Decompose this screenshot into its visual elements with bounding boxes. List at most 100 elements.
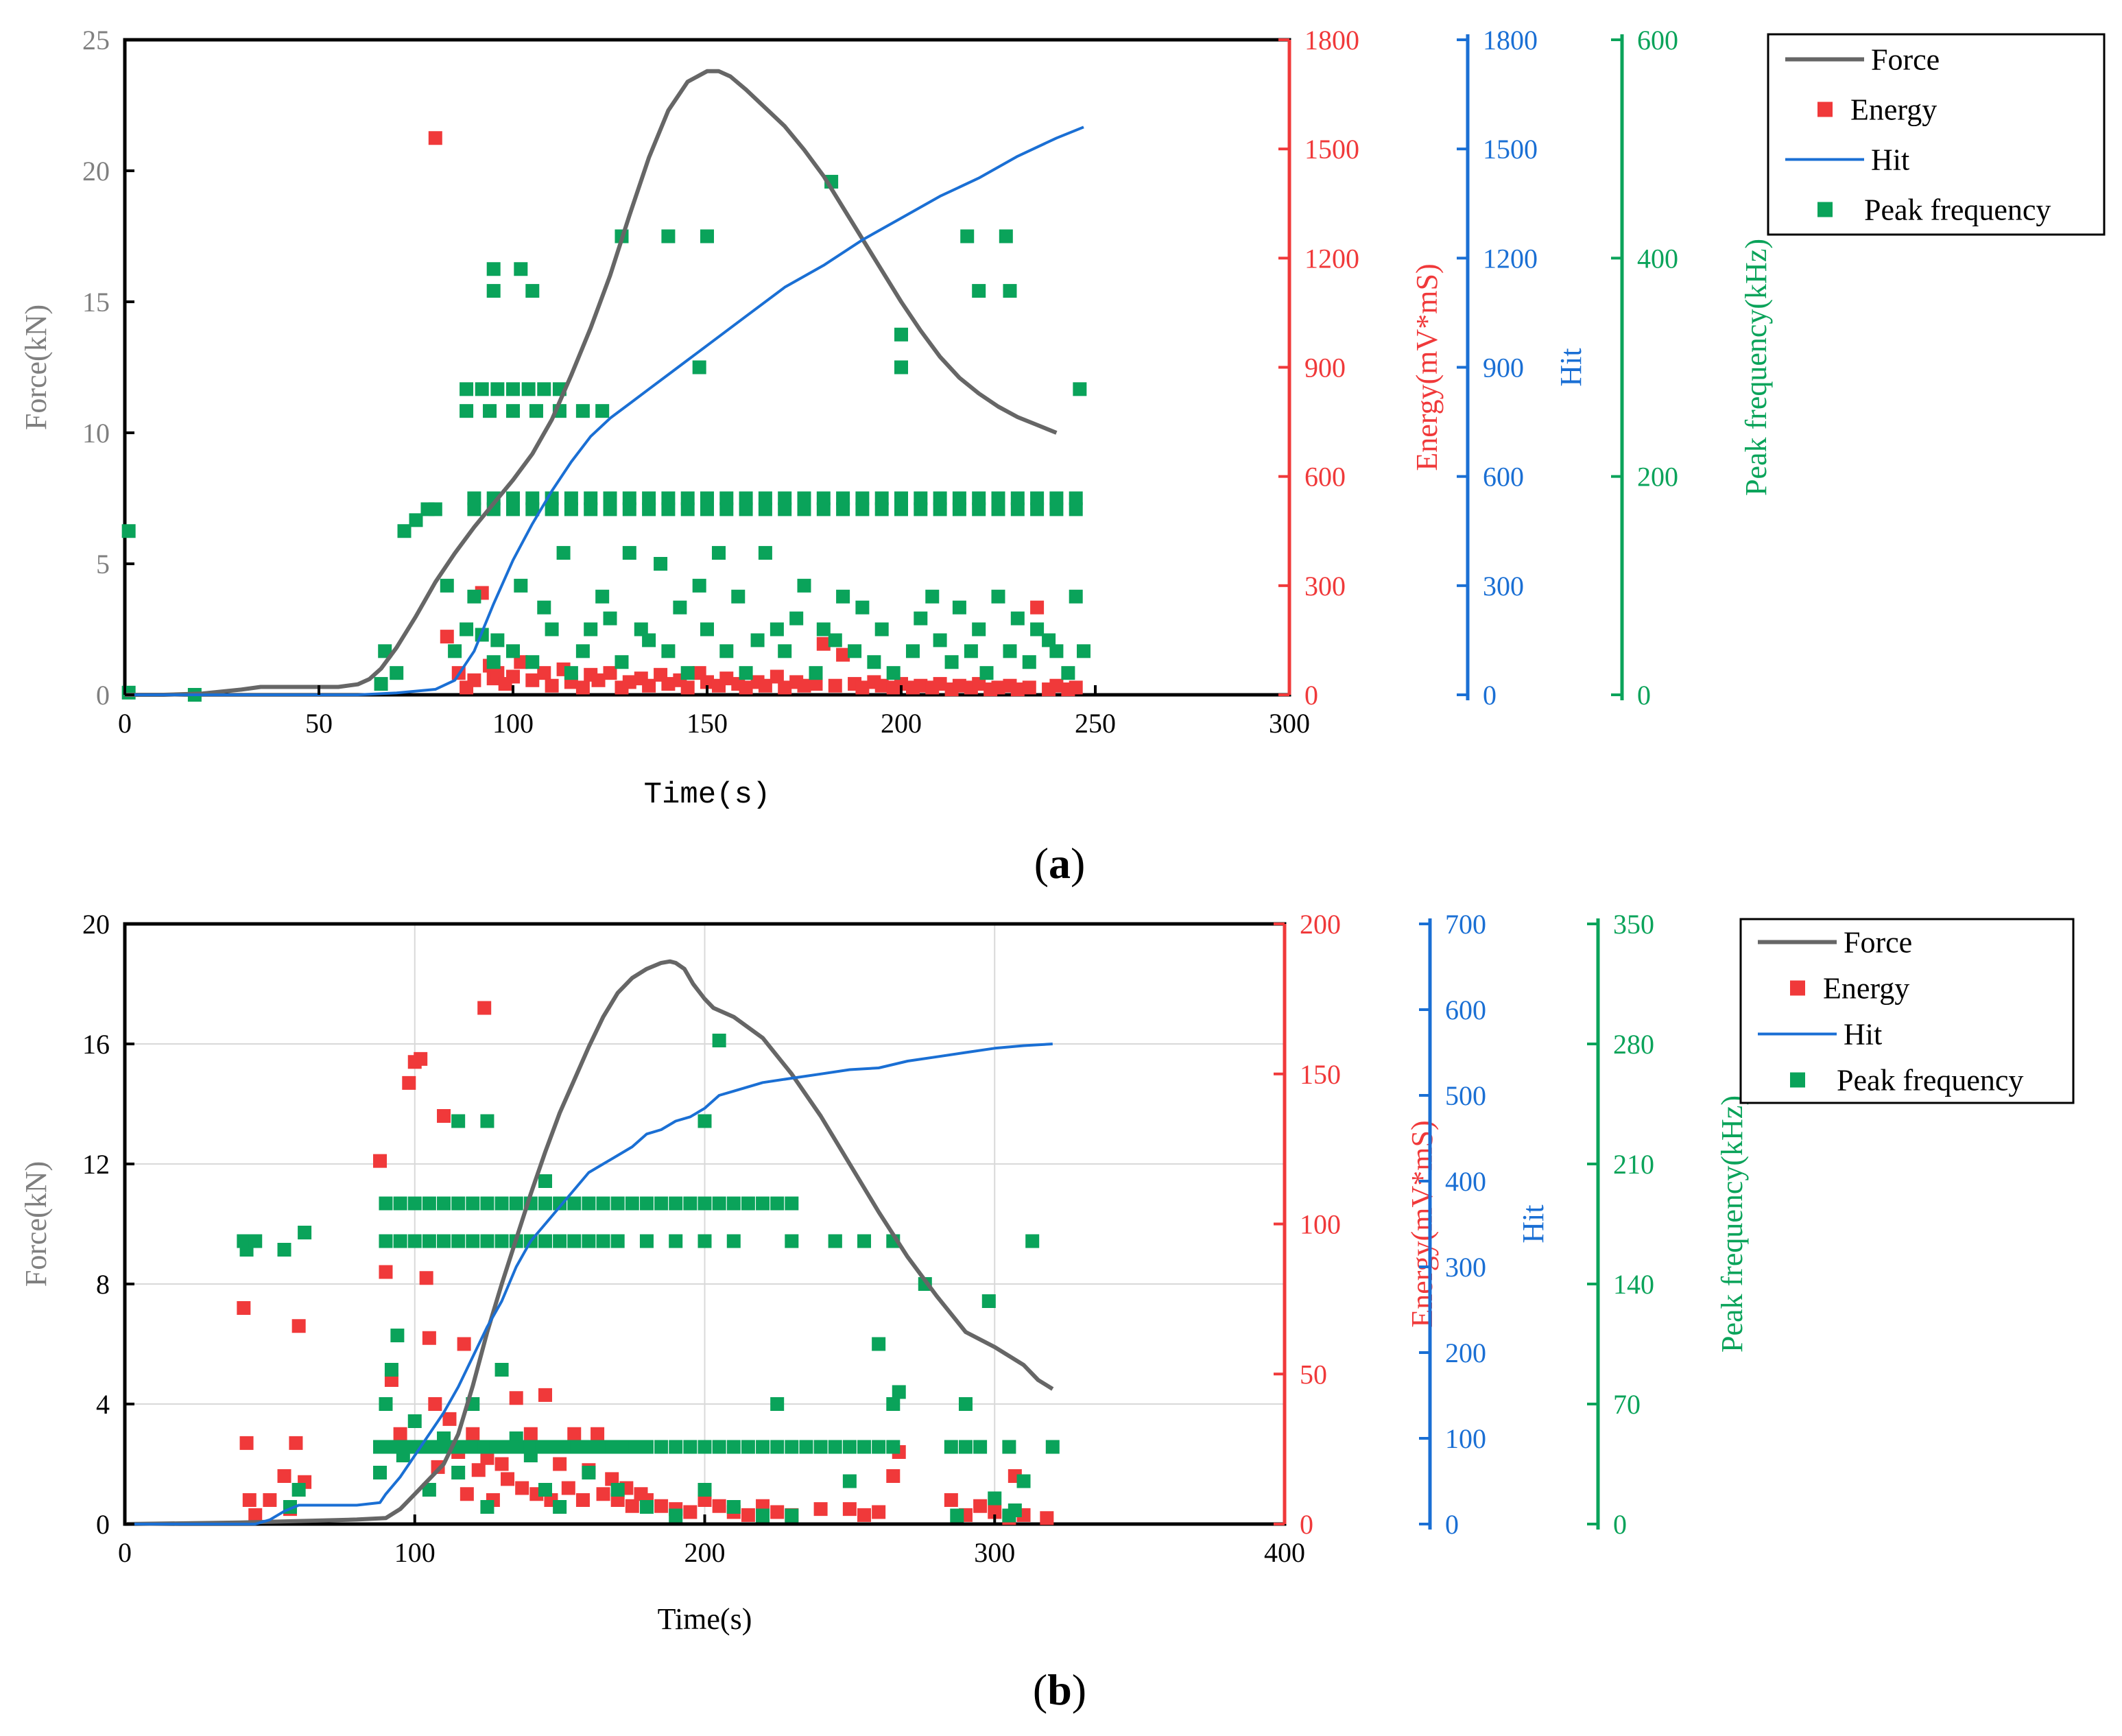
legend-label: Peak frequency [1837,1064,2023,1097]
data-point [669,1440,683,1454]
data-point [739,491,753,506]
data-point [480,1234,494,1248]
data-point [553,1234,567,1248]
data-point [726,1500,741,1514]
data-point [490,382,505,396]
data-point [1016,1474,1031,1488]
data-point [842,1474,857,1488]
data-point [816,637,831,651]
data-point [1003,284,1017,298]
data-point [538,1174,552,1188]
data-point [390,666,404,680]
data-point [373,1466,388,1479]
x-tick-label: 150 [687,708,728,739]
data-point [739,502,753,516]
data-point [988,1505,1002,1519]
legend-box [1739,918,2075,1104]
data-point [958,1397,973,1411]
data-point [379,1234,393,1248]
series-scatter-peak-frequency [121,174,1091,702]
data-point [758,491,772,506]
x-tick-label: 250 [1075,708,1116,739]
x-tick-label: 100 [492,708,534,739]
data-point [521,382,536,396]
data-point [610,1234,625,1248]
data-point [770,1440,785,1454]
data-point [523,1427,538,1441]
data-point [972,677,986,691]
hit-tick-label: 400 [1445,1166,1486,1197]
data-point [933,502,947,516]
data-point [514,578,528,593]
data-point [661,502,676,516]
x-tick-label: 200 [881,708,922,739]
data-point [894,677,908,691]
data-point [605,1440,619,1454]
data-point [584,491,598,506]
data-point [466,1234,480,1248]
data-point [692,578,706,593]
data-point [874,622,889,637]
data-point [466,1427,480,1441]
peak-tick-label: 210 [1613,1149,1654,1180]
data-point [494,1196,509,1211]
energy-tick-label: 1800 [1304,25,1359,56]
data-point [654,1196,669,1211]
data-point [477,1440,492,1454]
data-point [719,644,734,658]
data-point [537,666,551,680]
data-point [960,229,975,243]
data-point [486,655,501,669]
data-point [466,1196,480,1211]
data-point [813,1502,828,1517]
data-point [991,680,1005,695]
data-point [770,669,784,684]
peak-tick-label: 70 [1613,1389,1641,1420]
data-point [582,1466,596,1479]
data-point [867,655,881,669]
data-point [553,1500,567,1514]
data-point [431,1440,445,1454]
data-point [561,1481,575,1495]
data-point [509,1391,523,1405]
data-point [741,1508,755,1522]
data-point [564,666,578,680]
data-point [428,131,442,145]
data-point [407,1234,422,1248]
data-point [1069,491,1083,506]
data-point [535,1440,549,1454]
data-point [298,1226,312,1239]
data-point [428,1397,442,1411]
data-point [661,644,676,658]
data-point [654,557,668,571]
data-point [991,491,1005,506]
data-point [654,1440,669,1454]
force-tick-label: 16 [82,1029,110,1060]
data-point [622,675,636,689]
legend-box [1767,33,2106,236]
data-point [944,1440,958,1454]
data-point [437,1109,451,1123]
data-point [857,1508,872,1522]
data-point [593,1440,608,1454]
data-point [451,1196,466,1211]
data-point [809,677,823,691]
hit-axis-title: Hit [1554,348,1588,386]
data-point [529,404,543,418]
data-point [475,382,489,396]
data-point [698,1440,712,1454]
data-point [494,1457,509,1471]
data-point [842,1502,857,1517]
legend-swatch-square [1817,102,1833,117]
data-point [460,1487,474,1501]
hit-tick-label: 300 [1483,571,1524,602]
data-point [642,502,656,516]
data-point [933,677,947,691]
data-point [683,1505,698,1519]
data-point [575,680,590,695]
data-point [622,491,636,506]
data-point [525,502,540,516]
force-tick-label: 15 [82,287,110,318]
data-point [596,1234,610,1248]
x-tick-label: 0 [118,708,132,739]
